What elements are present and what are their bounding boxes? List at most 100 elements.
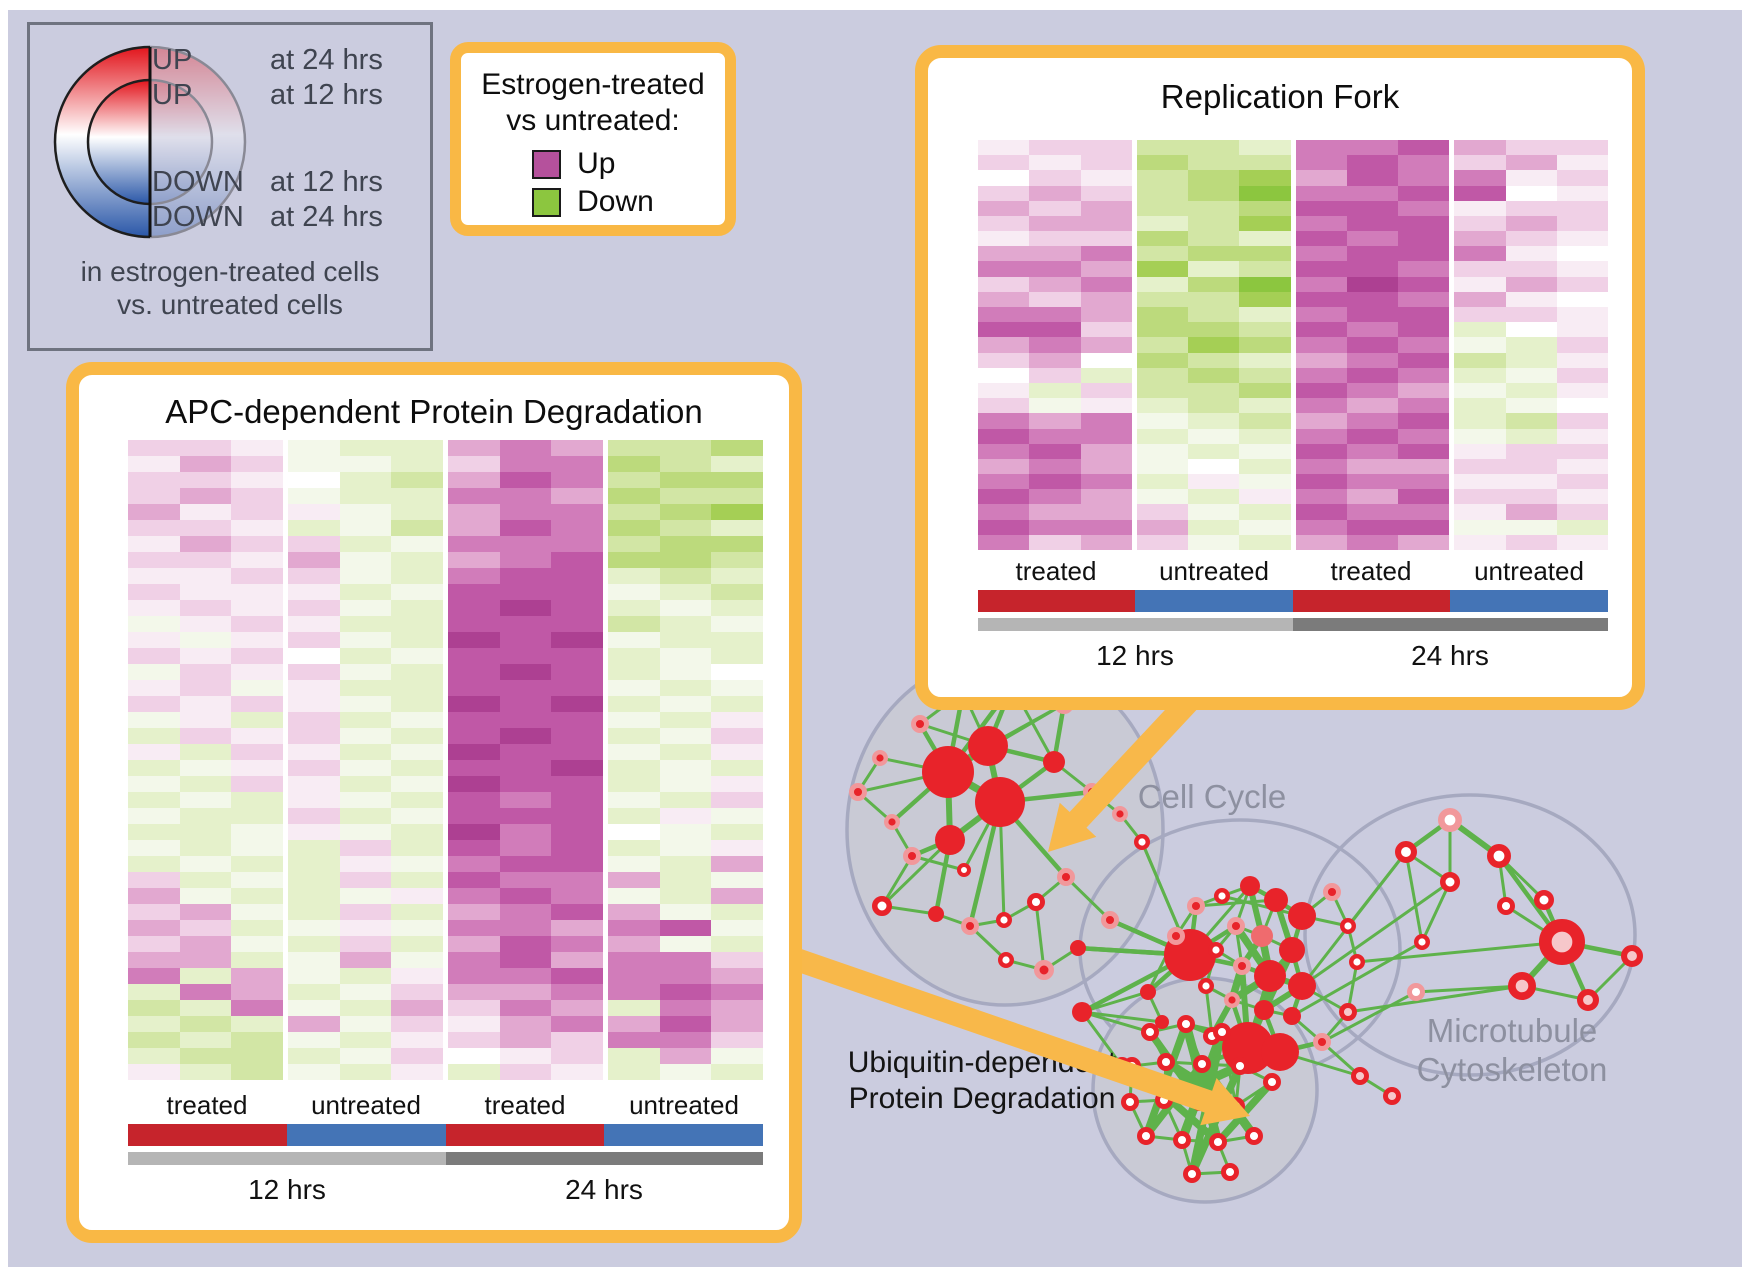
- heatmap-cell: [711, 824, 763, 840]
- heatmap-cell: [391, 664, 443, 680]
- heatmap-cell: [608, 728, 660, 744]
- heatmap-cell: [448, 824, 500, 840]
- network-edge: [1080, 1010, 1124, 1068]
- heatmap-cell: [339, 488, 392, 504]
- heatmap-cell: [1505, 246, 1557, 262]
- legend-time: at 12 hrs: [270, 79, 383, 111]
- network-node: [1406, 982, 1425, 1001]
- heatmap-cell: [1346, 246, 1398, 262]
- apc-untreated-bar-12: [287, 1124, 446, 1146]
- network-node: [910, 714, 929, 733]
- heatmap-cell: [659, 664, 712, 680]
- heatmap-cell: [1346, 337, 1398, 353]
- heatmap-cell: [608, 696, 660, 712]
- down-label: Down: [577, 185, 654, 218]
- apc-treated-bar-24: [446, 1124, 604, 1146]
- heatmap-cell: [711, 440, 763, 456]
- network-node: [996, 912, 1013, 929]
- heatmap-cell: [551, 1064, 603, 1080]
- heatmap-cell: [1398, 382, 1450, 399]
- heatmap-cell: [231, 952, 283, 968]
- heatmap-cell: [339, 632, 392, 648]
- heatmap-cell: [1346, 443, 1398, 459]
- heatmap-cell: [1346, 140, 1398, 156]
- heatmap-cell: [128, 1048, 180, 1064]
- heatmap-cell: [128, 808, 180, 824]
- heatmap-cell: [1295, 428, 1347, 444]
- heatmap-cell: [128, 616, 180, 632]
- heatmap-cell: [608, 920, 660, 936]
- heatmap-cell: [551, 648, 603, 664]
- heatmap-cell: [1398, 231, 1450, 247]
- heatmap-cell: [391, 440, 443, 456]
- heatmap-cell: [391, 760, 443, 776]
- heatmap-cell: [288, 776, 340, 792]
- network-edge: [1290, 940, 1424, 1018]
- heatmap-cell: [1556, 185, 1608, 201]
- heatmap-cell: [1556, 489, 1608, 505]
- heatmap-cell: [448, 600, 500, 616]
- heatmap-cell: [179, 456, 232, 472]
- heatmap-cell: [231, 696, 283, 712]
- heatmap-cell: [1295, 382, 1347, 399]
- heatmap-cell: [231, 648, 283, 664]
- legend-time: at 24 hrs: [270, 201, 383, 233]
- heatmap-cell: [448, 872, 500, 888]
- legend-time: at 12 hrs: [270, 166, 383, 198]
- heatmap-cell: [1454, 367, 1506, 383]
- heatmap-cell: [231, 744, 283, 760]
- heatmap-cell: [1295, 474, 1347, 490]
- heatmap-cell: [391, 712, 443, 728]
- heatmap-cell: [499, 984, 552, 1000]
- network-edge: [1194, 898, 1278, 908]
- heatmap-cell: [1136, 246, 1188, 262]
- network-edge: [1404, 850, 1424, 944]
- heatmap-cell: [551, 616, 603, 632]
- heatmap-cell: [1080, 413, 1132, 429]
- heatmap-cell: [978, 322, 1030, 338]
- legend-item-up: Up: [532, 145, 654, 183]
- rf-group-label-treated-24: treated: [1330, 556, 1412, 586]
- heatmap-cell: [1505, 489, 1557, 505]
- heatmap-cell: [339, 472, 392, 488]
- replication-fork-heatmap: [978, 140, 1608, 550]
- heatmap-cell: [659, 520, 712, 536]
- heatmap-cell: [1029, 140, 1081, 156]
- heatmap-cell: [1556, 155, 1608, 171]
- heatmap-cell: [659, 968, 712, 984]
- heatmap-cell: [1295, 200, 1347, 216]
- heatmap-cell: [1346, 200, 1398, 216]
- apc-treated-bar-12: [128, 1124, 287, 1146]
- heatmap-cell: [978, 246, 1030, 262]
- network-edge: [1034, 900, 1046, 972]
- heatmap-cell: [339, 504, 392, 520]
- heatmap-cell: [711, 744, 763, 760]
- heatmap-cell: [1295, 291, 1347, 308]
- heatmap-cell: [1188, 322, 1240, 338]
- heatmap-cell: [391, 824, 443, 840]
- heatmap-cell: [128, 872, 180, 888]
- network-node: [1226, 916, 1245, 935]
- heatmap-cell: [711, 920, 763, 936]
- heatmap-cell: [1556, 261, 1608, 277]
- heatmap-cell: [1454, 504, 1506, 520]
- heatmap-cell: [448, 728, 500, 744]
- heatmap-cell: [1556, 246, 1608, 262]
- network-node: [922, 746, 974, 798]
- heatmap-cell: [1080, 489, 1132, 505]
- corner-legend-box: [27, 22, 433, 351]
- heatmap-cell: [1398, 428, 1450, 444]
- heatmap-cell: [978, 413, 1030, 429]
- heatmap-cell: [339, 600, 392, 616]
- network-node: [1438, 807, 1463, 832]
- heatmap-cell: [1188, 185, 1240, 201]
- heatmap-cell: [448, 856, 500, 872]
- heatmap-cell: [551, 584, 603, 600]
- heatmap-cell: [1454, 337, 1506, 353]
- heatmap-cell: [231, 728, 283, 744]
- heatmap-cell: [1454, 489, 1506, 505]
- heatmap-cell: [1398, 458, 1450, 475]
- heatmap-cell: [1239, 185, 1291, 201]
- heatmap-cell: [1239, 337, 1291, 353]
- heatmap-cell: [659, 936, 712, 952]
